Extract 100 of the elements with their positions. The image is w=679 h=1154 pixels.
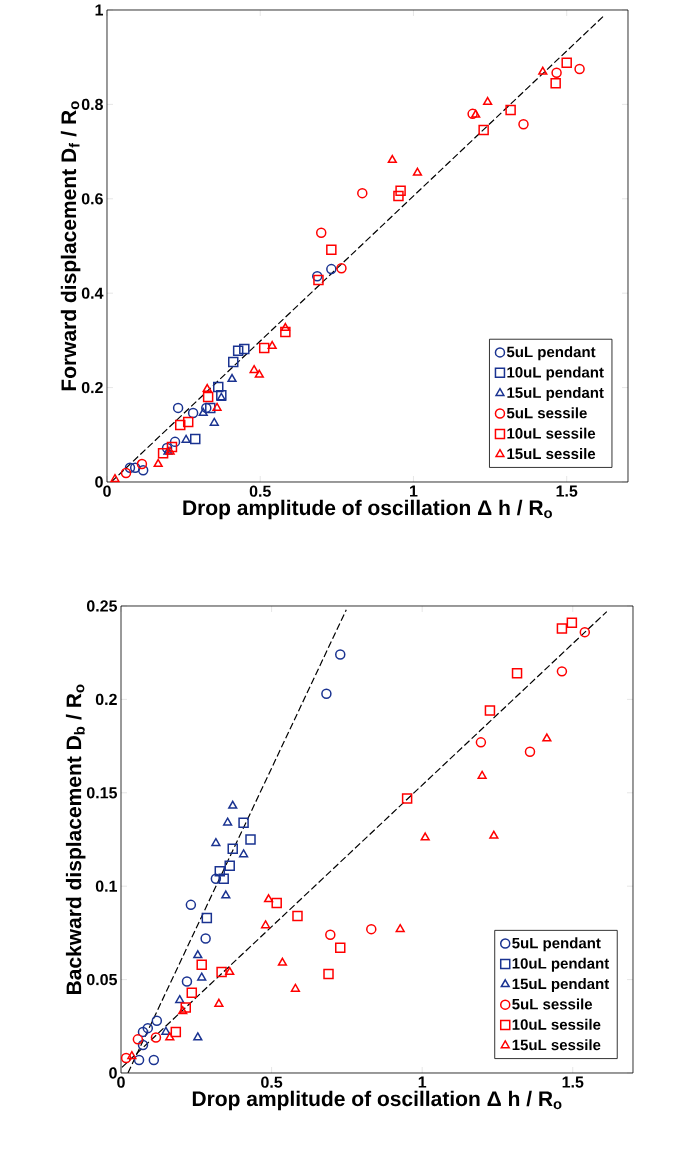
point — [467, 108, 478, 120]
y-tick-label: 0.6 — [81, 193, 103, 205]
point — [120, 1052, 132, 1064]
legend-label: 15uL sessile — [507, 448, 596, 460]
point — [280, 322, 291, 332]
legend-label: 5uL pendant — [512, 937, 601, 952]
point — [395, 185, 406, 197]
y-tick-label: 0.05 — [86, 973, 118, 986]
point — [551, 67, 562, 79]
point — [218, 873, 229, 884]
point — [124, 462, 136, 474]
legend-label: 5uL pendant — [506, 346, 596, 361]
legend-label: 10uL pendant — [512, 957, 610, 972]
point — [178, 1006, 188, 1015]
point — [201, 912, 213, 924]
point — [181, 434, 191, 443]
x-tick-label: 0.5 — [261, 1076, 283, 1088]
point — [387, 154, 397, 164]
point — [227, 373, 237, 383]
point — [420, 832, 430, 841]
point — [401, 793, 413, 804]
point — [148, 1054, 160, 1066]
point — [169, 436, 181, 448]
point — [202, 383, 212, 393]
point — [151, 1015, 163, 1026]
point — [232, 345, 244, 357]
point — [366, 923, 377, 935]
point — [212, 402, 222, 411]
point — [150, 1032, 162, 1043]
point — [137, 1039, 149, 1051]
point — [245, 834, 256, 845]
point — [214, 998, 224, 1007]
point — [357, 187, 368, 199]
x-tick-label: 1 — [418, 1076, 427, 1088]
point — [180, 1002, 191, 1013]
y-tick-label: 0.4 — [81, 287, 104, 299]
point — [205, 402, 216, 414]
point — [538, 66, 548, 75]
point — [471, 109, 481, 118]
point — [193, 1032, 203, 1041]
point — [222, 817, 233, 826]
point — [524, 746, 536, 757]
point — [249, 364, 259, 374]
point — [574, 63, 585, 75]
point — [193, 950, 203, 959]
point — [511, 667, 523, 679]
point — [200, 933, 211, 944]
point — [478, 124, 489, 136]
point — [489, 830, 499, 839]
point — [258, 342, 270, 354]
point — [127, 1050, 137, 1060]
legend-label: 15uL sessile — [512, 1039, 601, 1051]
point — [136, 458, 148, 470]
point — [198, 407, 208, 417]
point — [161, 1026, 171, 1035]
point — [142, 1022, 154, 1034]
y-tick-label: 0.1 — [95, 880, 118, 892]
point — [132, 1034, 144, 1045]
y-axis-title: Forward displacement D$_{f}$ / R$_{o}$ — [60, 101, 81, 391]
legend-label: 10uL sessile — [512, 1018, 601, 1030]
point — [170, 1026, 182, 1038]
point — [137, 1026, 149, 1038]
point — [323, 968, 334, 980]
point — [263, 894, 274, 903]
x-axis-title: Drop amplitude of oscillation Δ h / R$_{o}$ — [183, 499, 552, 520]
x-tick-label: 0.5 — [249, 485, 271, 497]
point — [221, 890, 231, 899]
point — [239, 343, 250, 355]
point — [313, 274, 324, 286]
point — [238, 817, 249, 828]
point — [185, 899, 197, 911]
point — [120, 467, 132, 479]
point — [172, 402, 184, 414]
x-axis-title: Drop amplitude of oscillation Δ h / R$_{o}$ — [192, 1090, 562, 1111]
point — [311, 270, 323, 282]
point — [484, 705, 496, 716]
legend-label: 15uL pendant — [512, 978, 610, 993]
point — [196, 959, 207, 970]
point — [482, 96, 493, 106]
point — [412, 167, 423, 176]
point — [267, 340, 277, 350]
point — [211, 837, 221, 847]
y-tick-label: 1 — [95, 4, 104, 16]
y-tick-label: 0.2 — [95, 693, 117, 706]
y-tick-label: 0.25 — [86, 600, 118, 612]
point — [181, 976, 193, 987]
x-tick-label: 1.5 — [556, 485, 578, 497]
point — [475, 737, 487, 748]
point — [271, 897, 282, 909]
point — [518, 118, 529, 130]
point — [315, 227, 327, 239]
point — [166, 441, 178, 453]
point — [321, 688, 332, 700]
point — [542, 733, 552, 742]
legend-label: 10uL pendant — [507, 366, 604, 381]
legend-label: 10uL sessile — [507, 427, 596, 439]
point — [280, 326, 291, 338]
point — [238, 849, 249, 858]
y-tick-label: 0.15 — [86, 787, 118, 799]
point — [395, 923, 405, 933]
